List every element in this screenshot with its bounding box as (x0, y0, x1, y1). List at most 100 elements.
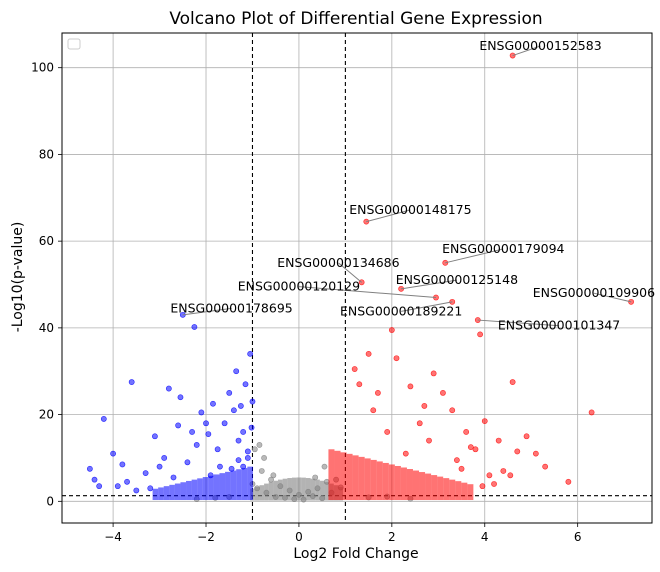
data-point (291, 496, 298, 503)
dense-point-cluster (352, 455, 359, 501)
data-point (242, 381, 249, 388)
gene-label: ENSG00000125148 (396, 272, 518, 287)
data-point (356, 381, 363, 388)
annotation-layer: ENSG00000152583 ENSG00000148175 ENSG000001… (170, 38, 655, 333)
data-point (247, 350, 254, 357)
dense-point-cluster (319, 480, 325, 501)
dense-point-cluster (334, 450, 341, 501)
data-point (453, 457, 460, 464)
dense-point-cluster (406, 469, 413, 501)
dense-point-cluster (169, 484, 175, 501)
data-point (114, 483, 121, 490)
annotation-arrow (401, 301, 453, 312)
y-tick-label: 100 (31, 61, 54, 75)
dense-point-cluster (236, 469, 242, 501)
data-point (542, 463, 549, 470)
data-point (203, 420, 209, 427)
data-point (261, 455, 267, 461)
grid-layer (62, 33, 652, 523)
series-up-regulated (328, 52, 634, 501)
data-point (407, 383, 414, 390)
data-point (235, 457, 242, 464)
dense-point-cluster (296, 477, 302, 501)
dense-point-cluster (443, 478, 450, 501)
data-point (509, 52, 516, 59)
x-tick-label: 0 (295, 530, 303, 544)
legend-layer (67, 38, 81, 50)
data-point (467, 444, 474, 451)
dense-point-cluster (197, 478, 203, 501)
data-point (296, 491, 302, 498)
data-point (248, 424, 255, 431)
data-point (110, 450, 117, 457)
gene-label: ENSG00000101347 (498, 318, 620, 333)
data-point (472, 446, 479, 453)
data-point (463, 429, 470, 435)
dense-point-cluster (431, 475, 438, 501)
dense-point-cluster (180, 482, 187, 501)
dense-point-cluster (346, 453, 353, 501)
data-point (96, 483, 103, 490)
dense-point-cluster (158, 487, 164, 501)
data-point (421, 403, 428, 409)
dense-point-cluster (419, 472, 426, 501)
dense-point-cluster (461, 482, 468, 501)
dense-point-cluster (191, 479, 198, 501)
dense-point-cluster (225, 471, 231, 501)
dense-point-cluster (449, 479, 456, 501)
annotation-arrow (182, 307, 232, 316)
data-point (240, 463, 247, 470)
data-point (128, 379, 135, 385)
dense-point-cluster (268, 482, 274, 501)
data-point (244, 448, 251, 455)
data-point (184, 459, 191, 466)
data-point (305, 488, 312, 495)
x-tick-label: 6 (574, 530, 582, 544)
data-point (495, 437, 502, 444)
data-point (233, 368, 240, 375)
data-point (263, 489, 270, 496)
data-point (256, 442, 263, 448)
dense-point-cluster (254, 486, 260, 501)
dense-point-cluster (241, 467, 248, 501)
dense-point-cluster (455, 481, 462, 501)
data-point (481, 418, 488, 424)
dense-point-cluster (376, 461, 383, 501)
dense-point-cluster (412, 470, 420, 501)
data-point (217, 463, 223, 470)
data-point (207, 472, 214, 479)
x-tick-label: 2 (388, 530, 396, 544)
data-point (161, 455, 168, 461)
dense-point-cluster (467, 484, 474, 501)
data-point (147, 485, 154, 492)
annotation-arrow (401, 279, 457, 290)
data-point (133, 487, 140, 494)
x-axis-label: Log2 Fold Change (293, 546, 418, 562)
data-point (351, 366, 358, 372)
data-point (240, 429, 247, 435)
x-tick-label: 4 (481, 530, 489, 544)
data-point (272, 494, 279, 500)
data-point (479, 483, 486, 490)
y-tick-label: 20 (39, 408, 54, 422)
data-point (440, 390, 446, 396)
dense-point-cluster (370, 459, 377, 501)
data-point (191, 324, 198, 330)
data-point (268, 476, 274, 483)
dense-point-cluster (247, 466, 253, 501)
data-point (244, 455, 251, 461)
data-point (393, 355, 400, 362)
legend-box (67, 38, 81, 50)
data-point (532, 450, 539, 457)
y-tick-label: 0 (46, 494, 54, 508)
dense-point-cluster (163, 486, 170, 501)
data-point (86, 465, 93, 472)
data-point (175, 422, 182, 429)
dense-point-cluster (340, 452, 347, 501)
data-point (402, 450, 409, 457)
dense-point-cluster (364, 458, 371, 501)
data-point (388, 327, 395, 333)
data-point (500, 468, 507, 474)
